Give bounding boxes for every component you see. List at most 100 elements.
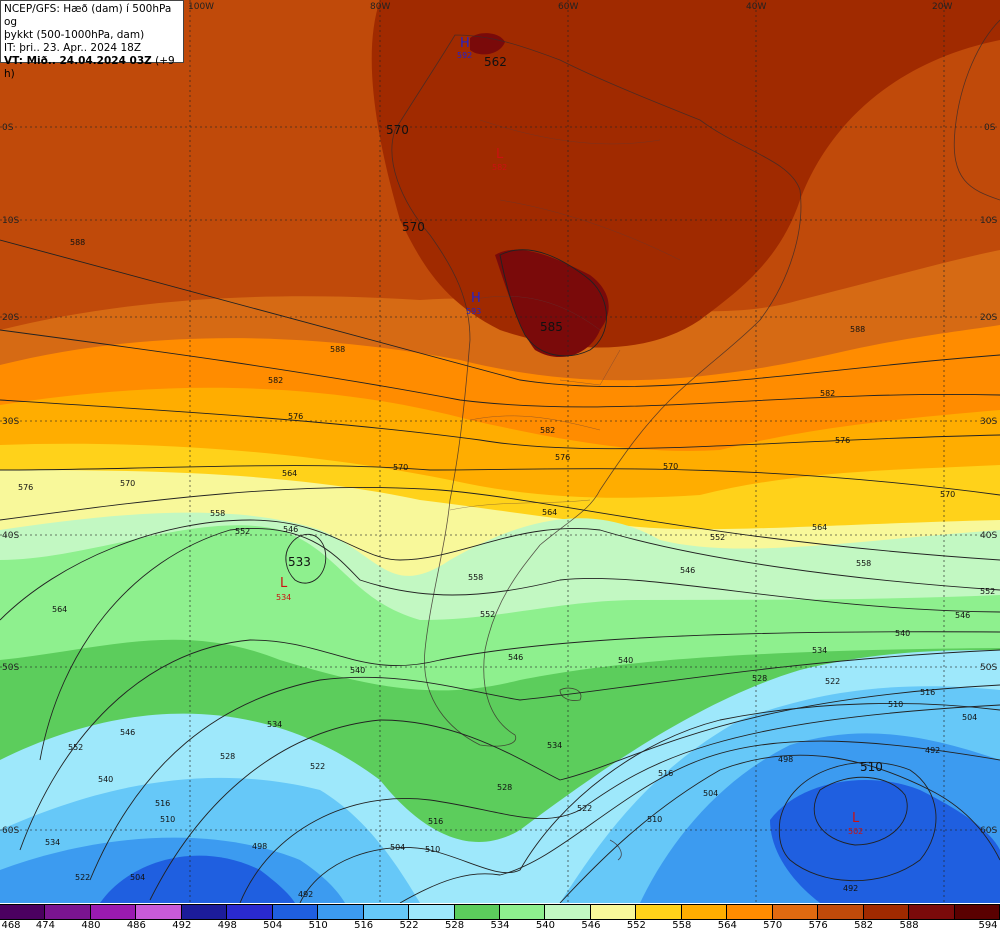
colorbar-label: 510 <box>308 920 328 931</box>
svg-text:576: 576 <box>18 483 33 492</box>
colorbar-swatch <box>136 905 182 919</box>
info-init-time: IT: þri.. 23. Apr.. 2024 18Z <box>4 42 142 54</box>
svg-text:60S: 60S <box>2 826 19 836</box>
svg-text:40S: 40S <box>2 531 19 541</box>
svg-text:576: 576 <box>835 436 850 445</box>
svg-text:564: 564 <box>52 605 67 614</box>
colorbar-swatch <box>772 905 819 919</box>
info-subtitle: þykkt (500-1000hPa, dam) <box>4 29 145 41</box>
colorbar-swatch <box>681 905 728 919</box>
svg-text:516: 516 <box>155 799 170 808</box>
svg-text:546: 546 <box>680 566 695 575</box>
svg-text:588: 588 <box>70 238 85 247</box>
colorbar-label: 582 <box>854 920 874 931</box>
svg-text:546: 546 <box>120 728 135 737</box>
colorbar-swatch <box>590 905 637 919</box>
svg-text:20W: 20W <box>932 2 952 12</box>
colorbar-swatch <box>454 905 500 919</box>
high-center-andes: H 593 <box>466 291 481 316</box>
svg-text:540: 540 <box>350 666 365 675</box>
colorbar-swatch <box>863 905 910 919</box>
svg-text:516: 516 <box>920 688 935 697</box>
colorbar-label: 534 <box>490 920 510 931</box>
colorbar-label: 558 <box>672 920 692 931</box>
low-center-amazon: L 582 <box>492 147 507 172</box>
lon-labels: 100W 80W 60W 40W 20W <box>188 2 952 12</box>
svg-text:10S: 10S <box>980 216 997 226</box>
svg-text:528: 528 <box>497 783 512 792</box>
svg-text:558: 558 <box>856 559 871 568</box>
low-center-atlantic: L 502 <box>848 811 863 836</box>
svg-text:20S: 20S <box>980 313 997 323</box>
lat-labels-right: 0S 10S 20S 30S 40S 50S 60S <box>980 123 997 836</box>
colorbar-label: 588 <box>899 920 919 931</box>
svg-text:570: 570 <box>663 462 678 471</box>
svg-text:585: 585 <box>540 320 563 334</box>
svg-text:40W: 40W <box>746 2 766 12</box>
svg-text:552: 552 <box>68 743 83 752</box>
svg-text:H: H <box>471 291 481 306</box>
contour-labels: 588 588 588 582 582 582 576 576 576 576 … <box>18 238 995 899</box>
svg-text:492: 492 <box>925 746 940 755</box>
svg-text:570: 570 <box>940 490 955 499</box>
svg-text:546: 546 <box>955 611 970 620</box>
svg-text:504: 504 <box>390 843 405 852</box>
svg-text:592: 592 <box>457 51 472 60</box>
colorbar-swatch <box>499 905 546 919</box>
svg-text:564: 564 <box>282 469 297 478</box>
svg-text:80W: 80W <box>370 2 390 12</box>
svg-text:540: 540 <box>98 775 113 784</box>
high-center-north: H 592 <box>457 36 472 60</box>
svg-text:552: 552 <box>235 527 250 536</box>
colorbar-label: 468 <box>1 920 21 931</box>
svg-text:60W: 60W <box>558 2 578 12</box>
svg-text:20S: 20S <box>2 313 19 323</box>
svg-text:502: 502 <box>848 827 863 836</box>
colorbar-label: 570 <box>763 920 783 931</box>
colorbar-label: 498 <box>217 920 237 931</box>
svg-text:510: 510 <box>888 700 903 709</box>
svg-text:522: 522 <box>825 677 840 686</box>
svg-text:522: 522 <box>310 762 325 771</box>
svg-text:60S: 60S <box>980 826 997 836</box>
info-box: NCEP/GFS: Hæð (dam) í 500hPa og þykkt (5… <box>0 0 184 80</box>
svg-text:576: 576 <box>555 453 570 462</box>
colorbar-swatches <box>0 904 1000 920</box>
colorbar-label: 480 <box>81 920 101 931</box>
svg-text:582: 582 <box>492 163 507 172</box>
svg-text:L: L <box>852 811 860 826</box>
svg-text:522: 522 <box>577 804 592 813</box>
svg-text:570: 570 <box>393 463 408 472</box>
band-504-east <box>770 780 1000 903</box>
colorbar-label: 516 <box>354 920 374 931</box>
svg-text:564: 564 <box>542 508 557 517</box>
svg-text:588: 588 <box>330 345 345 354</box>
colorbar-swatch <box>636 905 682 919</box>
svg-text:40S: 40S <box>980 531 997 541</box>
info-title: NCEP/GFS: Hæð (dam) í 500hPa og <box>4 3 172 28</box>
svg-text:L: L <box>280 576 288 591</box>
svg-text:0S: 0S <box>2 123 14 133</box>
colorbar-label: 474 <box>35 920 55 931</box>
svg-text:516: 516 <box>428 817 443 826</box>
svg-text:576: 576 <box>288 412 303 421</box>
colorbar: 468 474 480 486 492 498 504 510 516 522 528 534 540 5… <box>0 903 1000 934</box>
colorbar-label: 492 <box>172 920 192 931</box>
svg-text:510: 510 <box>860 760 883 774</box>
svg-text:50S: 50S <box>980 663 997 673</box>
svg-text:552: 552 <box>710 533 725 542</box>
colorbar-labels: 468 474 480 486 492 498 504 510 516 522 528 534 540 5… <box>0 920 1000 934</box>
colorbar-label: 546 <box>581 920 601 931</box>
svg-text:534: 534 <box>45 838 60 847</box>
colorbar-swatch <box>0 905 46 919</box>
svg-text:50S: 50S <box>2 663 19 673</box>
svg-text:546: 546 <box>283 525 298 534</box>
grid <box>0 0 1000 903</box>
svg-text:564: 564 <box>812 523 827 532</box>
colorbar-label: 552 <box>626 920 646 931</box>
band-588 <box>495 249 609 358</box>
svg-text:570: 570 <box>120 479 135 488</box>
svg-text:540: 540 <box>895 629 910 638</box>
svg-text:510: 510 <box>425 845 440 854</box>
colorbar-swatch <box>227 905 273 919</box>
